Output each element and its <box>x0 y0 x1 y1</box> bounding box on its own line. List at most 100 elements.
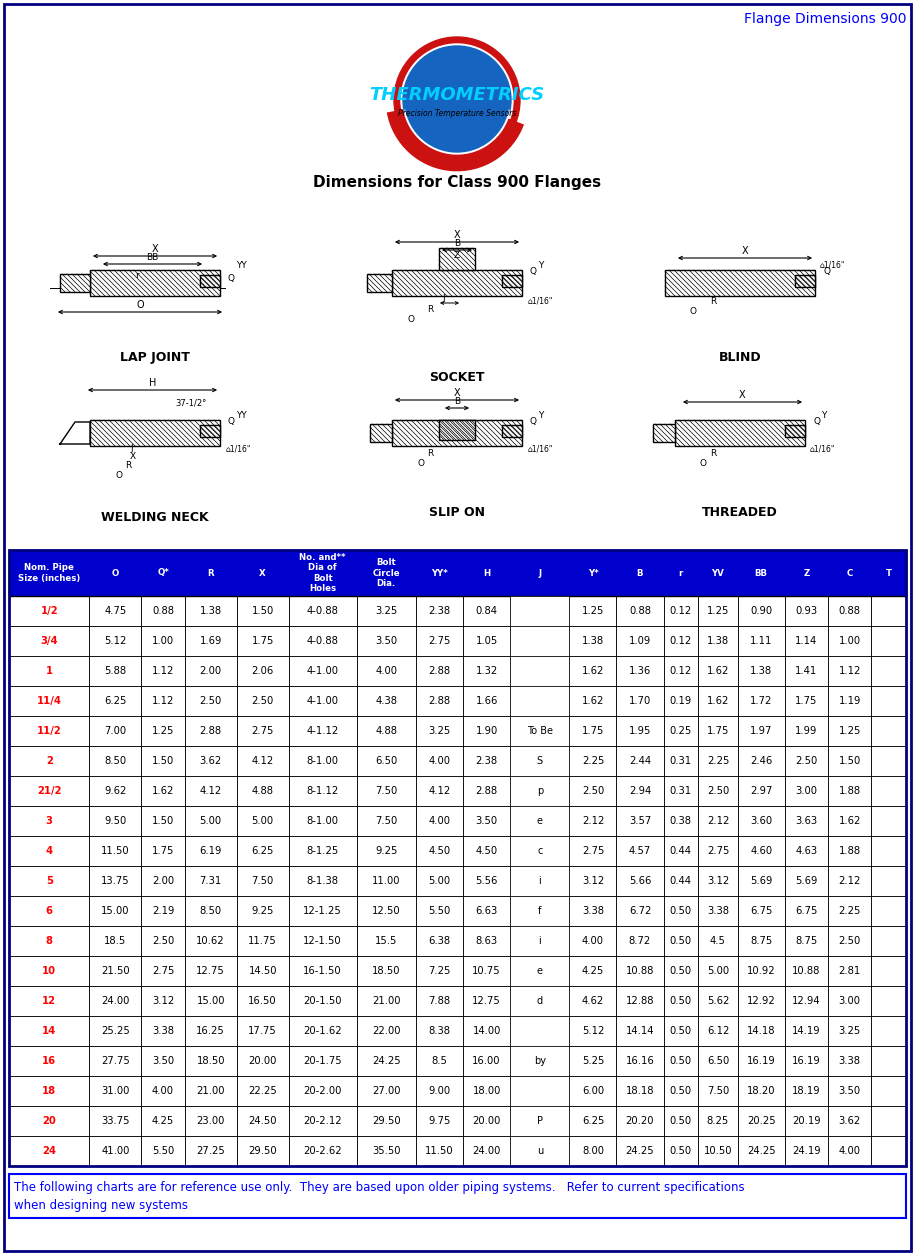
Text: i: i <box>538 936 541 946</box>
Text: 31.00: 31.00 <box>102 1086 130 1096</box>
Bar <box>9 1076 90 1106</box>
Bar <box>90 866 142 896</box>
Text: BB: BB <box>755 569 768 577</box>
Text: 5.56: 5.56 <box>476 876 498 886</box>
Text: 4.50: 4.50 <box>476 846 498 856</box>
Bar <box>510 656 569 686</box>
Bar <box>288 626 357 656</box>
Bar <box>828 686 871 717</box>
Text: 12.92: 12.92 <box>747 996 776 1007</box>
Text: ⌂1/16": ⌂1/16" <box>527 444 553 453</box>
Text: 24.50: 24.50 <box>248 1116 277 1126</box>
Bar <box>569 656 617 686</box>
Bar <box>416 1136 463 1166</box>
Text: 16.50: 16.50 <box>248 996 277 1007</box>
Text: To Be: To Be <box>527 725 553 735</box>
Bar <box>698 745 737 776</box>
Bar <box>871 1017 906 1045</box>
Bar <box>510 776 569 806</box>
Bar <box>237 1136 288 1166</box>
Text: Nom. Pipe
Size (inches): Nom. Pipe Size (inches) <box>18 563 81 582</box>
Text: 8-1.00: 8-1.00 <box>307 756 339 766</box>
Bar <box>200 425 220 437</box>
Text: e: e <box>537 816 543 826</box>
Bar <box>392 270 522 296</box>
Text: 7.50: 7.50 <box>375 786 397 796</box>
Text: S: S <box>537 756 543 766</box>
Bar <box>185 1136 237 1166</box>
Bar <box>663 776 698 806</box>
Bar <box>237 956 288 986</box>
Text: Q*: Q* <box>157 569 169 577</box>
Bar <box>237 626 288 656</box>
Text: 3.00: 3.00 <box>839 996 861 1007</box>
Bar <box>416 836 463 866</box>
Bar <box>288 1136 357 1166</box>
Text: e: e <box>537 966 543 976</box>
Text: 3.12: 3.12 <box>706 876 729 886</box>
Text: 16: 16 <box>42 1055 57 1065</box>
Bar <box>357 1017 416 1045</box>
Text: 10.50: 10.50 <box>704 1146 732 1156</box>
Text: 14.50: 14.50 <box>248 966 277 976</box>
Bar <box>617 1136 663 1166</box>
Text: 13.75: 13.75 <box>101 876 130 886</box>
Text: 1.38: 1.38 <box>707 636 729 646</box>
Text: 6.00: 6.00 <box>582 1086 604 1096</box>
Text: 1.75: 1.75 <box>252 636 274 646</box>
Text: 5.69: 5.69 <box>795 876 818 886</box>
Text: 24.25: 24.25 <box>372 1055 401 1065</box>
Bar <box>288 986 357 1017</box>
Bar <box>663 596 698 626</box>
Text: 10.62: 10.62 <box>197 936 225 946</box>
Text: 4.12: 4.12 <box>428 786 451 796</box>
Text: 16.25: 16.25 <box>197 1027 225 1035</box>
Bar <box>357 896 416 926</box>
Text: 1.50: 1.50 <box>152 816 174 826</box>
Text: c: c <box>537 846 543 856</box>
Text: 4.88: 4.88 <box>375 725 397 735</box>
Text: 22.25: 22.25 <box>248 1086 277 1096</box>
Text: 9.62: 9.62 <box>104 786 126 796</box>
Text: O: O <box>417 459 424 468</box>
Bar <box>653 424 675 442</box>
Text: 8.25: 8.25 <box>706 1116 729 1126</box>
Text: 7.00: 7.00 <box>104 725 126 735</box>
Bar <box>737 956 785 986</box>
Text: 4.38: 4.38 <box>375 697 397 707</box>
Text: 18.19: 18.19 <box>792 1086 821 1096</box>
Text: 0.38: 0.38 <box>670 816 692 826</box>
Bar <box>357 626 416 656</box>
Text: 2.50: 2.50 <box>706 786 729 796</box>
Bar <box>510 1076 569 1106</box>
Bar <box>463 1136 510 1166</box>
Bar <box>871 626 906 656</box>
Bar <box>871 836 906 866</box>
Bar <box>9 776 906 806</box>
Text: 22.00: 22.00 <box>372 1027 401 1035</box>
Text: 0.50: 0.50 <box>670 906 692 916</box>
Text: 24.00: 24.00 <box>472 1146 501 1156</box>
Bar <box>90 420 220 446</box>
Bar <box>510 1045 569 1076</box>
Bar <box>416 926 463 956</box>
Text: 0.88: 0.88 <box>629 606 651 616</box>
Bar <box>288 596 357 626</box>
Bar <box>9 956 906 986</box>
Text: 21.00: 21.00 <box>372 996 401 1007</box>
Text: BLIND: BLIND <box>718 351 761 364</box>
Bar <box>90 596 142 626</box>
Bar <box>698 776 737 806</box>
Text: Bolt
Circle
Dia.: Bolt Circle Dia. <box>372 558 400 587</box>
Bar <box>90 717 142 745</box>
Text: 6.25: 6.25 <box>582 1116 604 1126</box>
Bar <box>142 626 185 656</box>
Bar <box>510 866 569 896</box>
Bar <box>288 776 357 806</box>
Text: by: by <box>533 1055 546 1065</box>
Text: 2.25: 2.25 <box>706 756 729 766</box>
Bar <box>828 836 871 866</box>
Text: 9.00: 9.00 <box>428 1086 450 1096</box>
Bar <box>617 956 663 986</box>
Bar <box>510 806 569 836</box>
